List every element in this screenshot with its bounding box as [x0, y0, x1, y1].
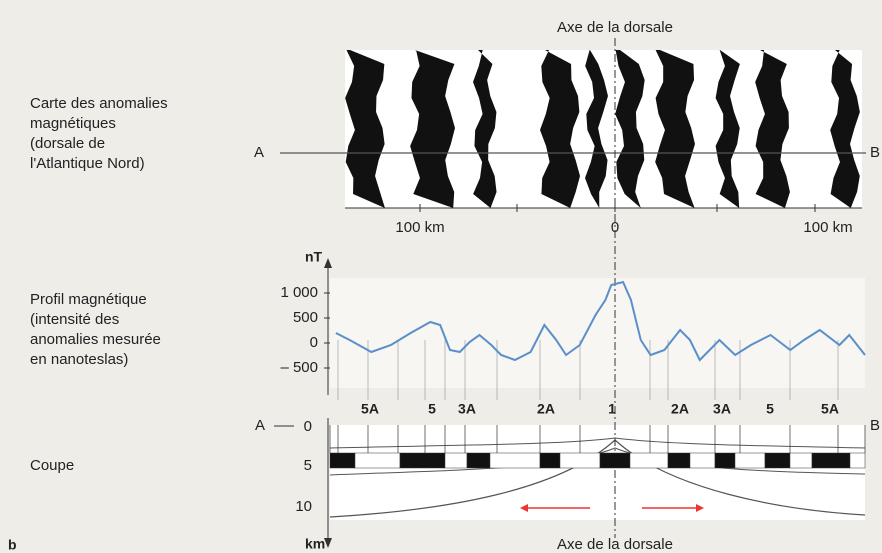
stripe: [330, 453, 355, 468]
y-tick-label: – 500: [280, 359, 318, 376]
corner-letter: b: [8, 537, 17, 553]
anomaly-label: 5: [766, 401, 774, 417]
page: Axe de la dorsale Axe de la dorsale b Ca…: [0, 0, 882, 553]
profile-label: anomalies mesurée: [30, 331, 161, 348]
stripe: [735, 453, 765, 468]
stripe: [467, 453, 490, 468]
map-label: magnétiques: [30, 115, 116, 132]
profile-label: (intensité des: [30, 311, 119, 328]
anomaly-label: 2A: [537, 401, 555, 417]
anomaly-label: 3A: [713, 401, 731, 417]
depth-label: 0: [304, 418, 312, 435]
profile-label: en nanoteslas): [30, 351, 128, 368]
axis-label: Axe de la dorsale: [557, 19, 673, 36]
profile-label: Profil magnétique: [30, 291, 147, 308]
stripe: [355, 453, 400, 468]
anomaly-label: 3A: [458, 401, 476, 417]
point-b: B: [870, 144, 880, 161]
anomaly-label: 5A: [361, 401, 379, 417]
stripe: [812, 453, 850, 468]
point-a: A: [255, 417, 265, 434]
map-label: l'Atlantique Nord): [30, 155, 145, 172]
map-label: (dorsale de: [30, 135, 105, 152]
depth-label: 5: [304, 457, 312, 474]
anomaly-label: 1: [608, 401, 616, 417]
unit-label: km: [305, 536, 325, 552]
point-a: A: [254, 144, 264, 161]
stripe: [600, 453, 630, 468]
y-tick-label: 1 000: [280, 284, 318, 301]
stripe: [490, 453, 540, 468]
anomaly-label: 2A: [671, 401, 689, 417]
stripe: [690, 453, 715, 468]
unit-label: nT: [305, 249, 323, 265]
stripe: [560, 453, 600, 468]
anomaly-label: 5: [428, 401, 436, 417]
point-b: B: [870, 417, 880, 434]
stripe: [790, 453, 812, 468]
map-label: Carte des anomalies: [30, 95, 168, 112]
stripe: [630, 453, 668, 468]
stripe: [765, 453, 790, 468]
stripe: [540, 453, 560, 468]
y-tick-label: 500: [293, 309, 318, 326]
stripe: [400, 453, 445, 468]
axis-label: Axe de la dorsale: [557, 536, 673, 553]
scale-label: 100 km: [803, 219, 852, 236]
stripe: [445, 453, 467, 468]
anomaly-label: 5A: [821, 401, 839, 417]
stripe: [850, 453, 865, 468]
section-label: Coupe: [30, 457, 74, 474]
y-tick-label: 0: [310, 334, 318, 351]
depth-label: 10: [295, 498, 312, 515]
stripe: [668, 453, 690, 468]
diagram: Axe de la dorsale Axe de la dorsale b Ca…: [0, 0, 882, 553]
scale-label: 100 km: [395, 219, 444, 236]
stripe: [715, 453, 735, 468]
